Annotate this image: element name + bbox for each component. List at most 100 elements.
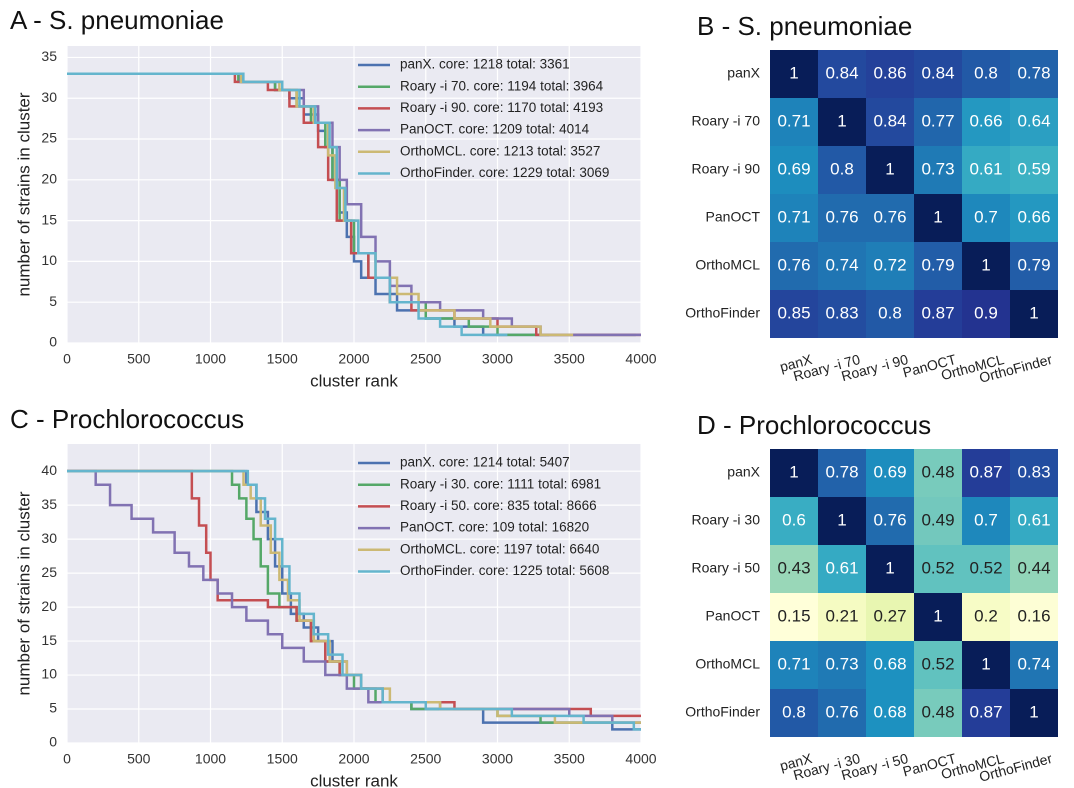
heatmap-cell	[866, 290, 914, 338]
cell-label: 0.52	[921, 654, 954, 673]
heatmap-cell	[1010, 545, 1058, 593]
legend-label: Roary -i 70. core: 1194 total: 3964	[400, 78, 604, 93]
y-tick-label: 15	[41, 632, 57, 648]
cell-label: 0.52	[969, 558, 1002, 577]
legend-label: Roary -i 90. core: 1170 total: 4193	[400, 100, 603, 115]
x-axis-label: cluster rank	[310, 371, 398, 390]
heatmap-cell	[818, 50, 866, 98]
heatmap-cell	[1010, 242, 1058, 290]
cell-label: 1	[885, 558, 894, 577]
heatmap-cell	[1010, 98, 1058, 146]
cell-label: 0.76	[873, 510, 906, 529]
cell-label: 0.71	[777, 111, 810, 130]
legend-label: OrthoMCL. core: 1197 total: 6640	[400, 541, 599, 556]
x-tick-label: 1000	[195, 751, 226, 767]
heatmap-cell	[914, 242, 962, 290]
x-tick-label: 1000	[195, 351, 226, 367]
cell-label: 0.68	[873, 702, 906, 721]
x-tick-label: 3500	[554, 751, 585, 767]
cell-label: 0.79	[1017, 255, 1050, 274]
cell-label: 0.76	[873, 207, 906, 226]
cell-label: 0.7	[974, 510, 998, 529]
heatmap-cell	[914, 497, 962, 545]
heatmap-cell	[914, 593, 962, 641]
panel-title: C - Prochlorococcus	[10, 404, 244, 434]
y-tick-label: 0	[49, 734, 57, 750]
row-label: Roary -i 50	[692, 560, 761, 576]
cell-label: 0.8	[830, 159, 854, 178]
x-tick-label: 4000	[625, 751, 656, 767]
cell-label: 0.86	[873, 63, 906, 82]
heatmap-cell	[866, 98, 914, 146]
series-line	[67, 469, 641, 731]
heatmap-cell	[866, 497, 914, 545]
heatmap-cell	[770, 641, 818, 689]
cell-label: 0.43	[777, 558, 810, 577]
cell-label: 0.6	[782, 510, 806, 529]
cell-label: 0.74	[1017, 654, 1050, 673]
cell-label: 0.72	[873, 255, 906, 274]
cell-label: 0.44	[1017, 558, 1050, 577]
cell-label: 0.76	[777, 255, 810, 274]
cell-label: 0.49	[921, 510, 954, 529]
cell-label: 0.84	[825, 63, 858, 82]
x-tick-label: 2000	[338, 751, 369, 767]
y-tick-label: 5	[49, 293, 57, 309]
heatmap-cell	[962, 146, 1010, 194]
heatmap-cell	[818, 641, 866, 689]
y-tick-label: 10	[41, 252, 57, 268]
cell-label: 0.21	[825, 606, 858, 625]
y-tick-label: 35	[41, 48, 57, 64]
cell-label: 0.79	[921, 255, 954, 274]
cell-label: 0.8	[782, 702, 806, 721]
heatmap-cell	[770, 50, 818, 98]
heatmap-cell	[770, 497, 818, 545]
heatmap-cell	[1010, 194, 1058, 242]
heatmap-cell	[818, 545, 866, 593]
panel-title: B - S. pneumoniae	[697, 11, 912, 41]
panel-title: D - Prochlorococcus	[697, 410, 931, 440]
heatmap-cell	[962, 641, 1010, 689]
cell-label: 0.16	[1017, 606, 1050, 625]
heatmap-cell	[962, 194, 1010, 242]
cell-label: 0.8	[878, 303, 902, 322]
heatmap-cell	[770, 290, 818, 338]
heatmap-cell	[962, 242, 1010, 290]
cell-label: 0.64	[1017, 111, 1050, 130]
cell-label: 0.8	[974, 63, 998, 82]
cell-label: 0.15	[777, 606, 810, 625]
x-tick-label: 500	[127, 751, 151, 767]
heatmap-cell	[962, 98, 1010, 146]
heatmap-cell	[1010, 449, 1058, 497]
cell-label: 0.27	[873, 606, 906, 625]
x-tick-label: 0	[63, 351, 71, 367]
cell-label: 1	[789, 63, 798, 82]
legend-label: Roary -i 50. core: 835 total: 8666	[400, 498, 597, 513]
heatmap-cell	[770, 146, 818, 194]
heatmap-cell	[866, 449, 914, 497]
heatmap-cell	[914, 545, 962, 593]
y-tick-label: 20	[41, 171, 57, 187]
heatmap-cell	[914, 98, 962, 146]
x-tick-label: 4000	[625, 351, 656, 367]
heatmap-cell	[914, 194, 962, 242]
series-group	[67, 469, 641, 731]
heatmap-cell	[866, 146, 914, 194]
heatmap-cell	[770, 98, 818, 146]
cell-label: 0.69	[777, 159, 810, 178]
row-label: OrthoFinder	[685, 704, 760, 720]
y-axis-label: number of strains in cluster	[14, 491, 33, 695]
legend-label: OrthoMCL. core: 1213 total: 3527	[400, 143, 600, 158]
cell-label: 0.87	[969, 702, 1002, 721]
heatmap-cell	[818, 194, 866, 242]
heatmap-cell	[914, 641, 962, 689]
x-tick-label: 0	[63, 751, 71, 767]
legend-label: PanOCT. core: 1209 total: 4014	[400, 122, 590, 137]
heatmap-cell	[914, 689, 962, 737]
heatmap-cell	[770, 194, 818, 242]
heatmap-cell	[818, 146, 866, 194]
x-tick-label: 3500	[554, 351, 585, 367]
cell-label: 0.69	[873, 462, 906, 481]
x-tick-label: 3000	[482, 751, 513, 767]
